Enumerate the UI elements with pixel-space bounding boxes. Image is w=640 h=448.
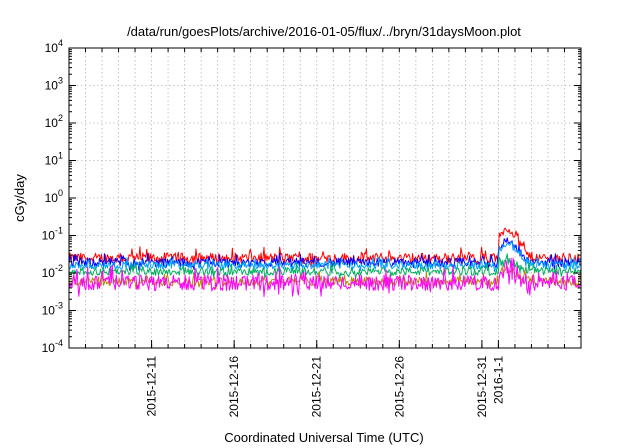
x-tick-label: 2015-12-26 [392,356,406,418]
y-tick-label: 102 [45,113,63,130]
y-tick-label: 10-2 [42,263,63,280]
y-tick-label: 10-1 [42,226,63,243]
series-line [68,253,582,279]
x-tick-label: 2015-12-16 [227,356,241,418]
series-line [68,241,582,273]
y-axis: 10-4 10-3 10-2 10-1 100 101 102 103 104 [42,38,581,355]
grid-layer [69,48,581,348]
y-tick-label: 10-4 [42,338,63,355]
x-tick-label: 2015-12-31 [475,356,489,418]
y-tick-label: 104 [45,38,63,55]
series-layer [68,227,582,298]
y-tick-label: 100 [45,188,63,205]
chart-title: /data/run/goesPlots/archive/2016-01-05/f… [127,24,521,39]
y-axis-label: cGy/day [12,174,27,222]
series-line [68,227,582,268]
y-tick-label: 10-3 [42,301,63,318]
y-tick-label: 103 [45,76,63,93]
x-axis: 2015-12-11 2015-12-16 2015-12-21 2015-12-26… [85,48,565,418]
series-line [68,257,582,298]
x-axis-label: Coordinated Universal Time (UTC) [224,430,423,445]
y-tick-label: 101 [45,151,63,168]
x-tick-label: 2016-1-1 [491,356,505,404]
x-tick-label: 2015-12-21 [310,356,324,418]
x-tick-label: 2015-12-11 [145,356,159,417]
